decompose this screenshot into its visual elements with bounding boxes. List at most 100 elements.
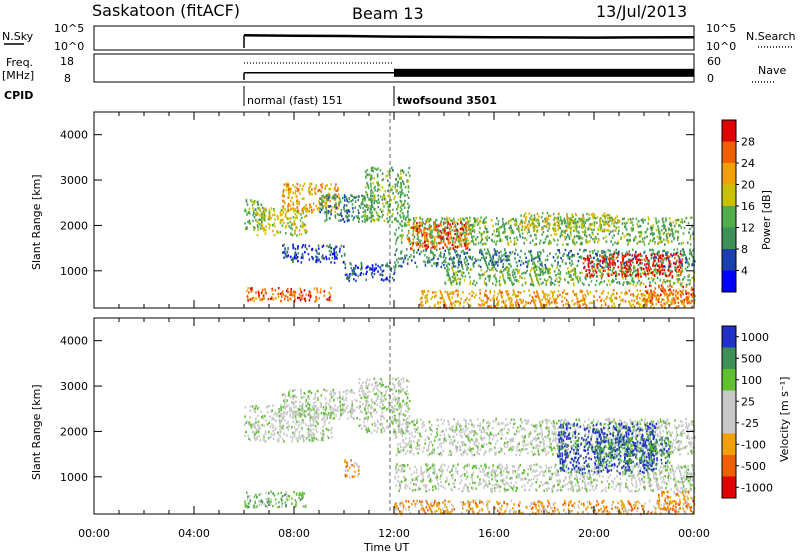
scatter-cell (297, 190, 299, 193)
scatter-cell (454, 304, 456, 307)
scatter-cell (463, 238, 465, 242)
scatter-cell (546, 268, 548, 271)
scatter-cell (603, 250, 605, 254)
scatter-cell (333, 251, 336, 254)
scatter-cell (690, 216, 693, 219)
scatter-cell (514, 222, 517, 226)
scatter-cell (280, 408, 282, 412)
scatter-cell (541, 263, 543, 266)
scatter-cell (592, 275, 594, 278)
scatter-cell (371, 202, 373, 205)
scatter-cell (673, 237, 675, 241)
scatter-cell (293, 293, 296, 296)
scatter-cell (678, 255, 681, 259)
scatter-cell (516, 264, 519, 267)
scatter-cell (336, 189, 339, 192)
scatter-cell (645, 267, 648, 271)
scatter-cell (272, 417, 275, 421)
scatter-cell (583, 299, 586, 303)
scatter-cell (656, 298, 659, 302)
scatter-cell (443, 240, 445, 243)
scatter-cell (518, 271, 520, 274)
scatter-cell (588, 283, 590, 287)
scatter-cell (299, 298, 302, 302)
scatter-cell (645, 302, 648, 305)
scatter-cell (369, 178, 372, 182)
scatter-cell (260, 213, 263, 216)
scatter-cell (514, 275, 517, 279)
scatter-cell (600, 225, 602, 229)
scatter-cell (549, 282, 552, 285)
scatter-cell (251, 297, 253, 300)
scatter-cell (407, 238, 410, 241)
scatter-cell (665, 238, 668, 242)
scatter-cell (626, 269, 629, 272)
scatter-cell (496, 298, 498, 301)
scatter-cell (254, 227, 256, 230)
scatter-cell (466, 268, 468, 272)
scatter-cell (512, 293, 514, 296)
scatter-cell (251, 287, 253, 290)
scatter-cell (680, 284, 683, 287)
scatter-cell (591, 301, 593, 305)
scatter-cell (296, 438, 298, 442)
scatter-cell (258, 296, 261, 299)
scatter-cell (326, 244, 328, 248)
scatter-cell (310, 205, 313, 209)
scatter-cell (274, 289, 277, 292)
scatter-cell (569, 250, 571, 253)
scatter-cell (564, 220, 566, 223)
scatter-cell (489, 298, 492, 302)
scatter-cell (501, 254, 503, 257)
scatter-cell (293, 256, 296, 260)
scatter-cell (426, 245, 428, 249)
scatter-cell (586, 274, 589, 278)
scatter-cell (429, 217, 432, 221)
scatter-cell (538, 242, 541, 245)
scatter-cell (447, 234, 449, 237)
scatter-cell (646, 262, 648, 266)
scatter-cell (519, 274, 521, 278)
scatter-cell (639, 259, 641, 262)
scatter-cell (303, 182, 306, 185)
scatter-cell (578, 235, 581, 238)
scatter-cell (308, 430, 310, 433)
scatter-cell (265, 292, 267, 295)
scatter-cell (329, 428, 332, 432)
scatter-cell (580, 290, 582, 293)
scatter-cell (584, 229, 586, 232)
scatter-cell (588, 240, 591, 243)
scatter-cell (568, 275, 571, 278)
scatter-cell (662, 272, 665, 275)
scatter-cell (471, 236, 473, 239)
scatter-cell (528, 250, 530, 253)
scatter-cell (483, 248, 486, 251)
scatter-cell (660, 258, 663, 261)
scatter-cell (325, 217, 328, 220)
scatter-cell (602, 237, 605, 240)
scatter-cell (434, 224, 437, 228)
scatter-cell (467, 239, 469, 242)
colorbar-level-4: 20 (741, 179, 755, 192)
scatter-cell (270, 207, 273, 210)
scatter-cell (482, 253, 484, 257)
scatter-cell (454, 232, 456, 236)
scatter-cell (409, 218, 412, 222)
scatter-cell (465, 225, 467, 228)
scatter-cell (570, 277, 573, 280)
scatter-cell (574, 227, 577, 230)
scatter-cell (281, 224, 284, 227)
scatter-cell (525, 238, 528, 242)
scatter-cell (628, 268, 630, 271)
scatter-cell (304, 299, 307, 302)
scatter-cell (379, 195, 382, 198)
scatter-cell (571, 255, 573, 258)
scatter-cell (622, 283, 624, 286)
scatter-cell (365, 272, 367, 276)
scatter-cell (531, 296, 534, 299)
scatter-cell (577, 252, 579, 256)
scatter-cell (621, 252, 624, 255)
scatter-cell (609, 268, 611, 271)
scatter-cell (325, 209, 328, 212)
